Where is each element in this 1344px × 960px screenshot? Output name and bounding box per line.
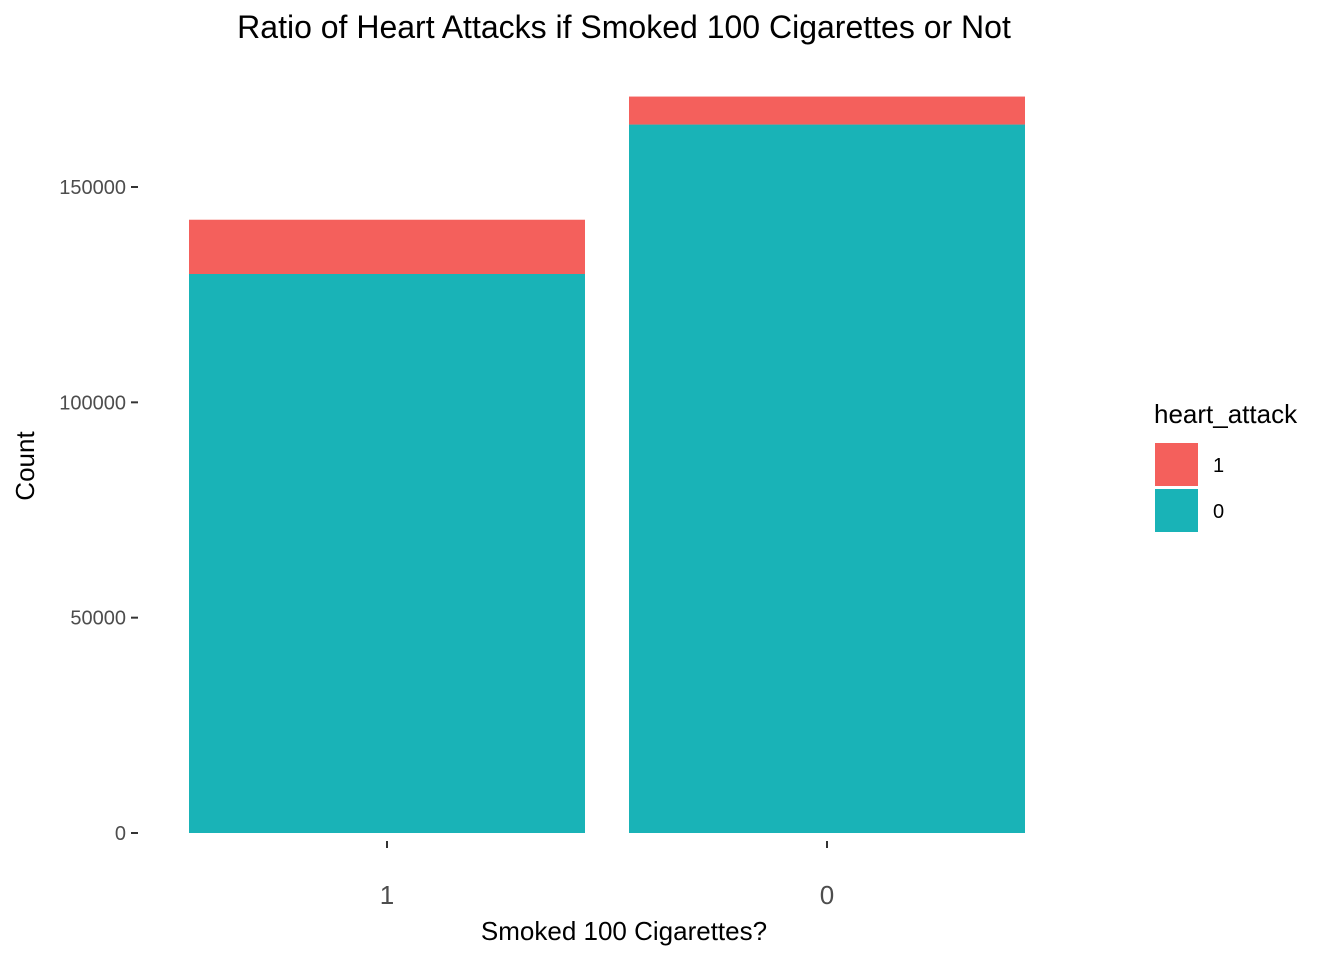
x-tick-label: 0 <box>820 880 834 910</box>
y-tick-label: 150000 <box>59 177 126 199</box>
legend-title: heart_attack <box>1154 399 1298 429</box>
chart-title: Ratio of Heart Attacks if Smoked 100 Cig… <box>237 9 1011 45</box>
y-axis-title: Count <box>10 431 40 501</box>
bar-0-heart-attack-0 <box>629 124 1025 833</box>
y-tick-label: 50000 <box>70 608 126 630</box>
y-axis: 0 50000 100000 150000 <box>59 177 138 845</box>
y-tick-label: 0 <box>115 823 126 845</box>
legend-key-1 <box>1155 443 1198 486</box>
legend-label-1: 1 <box>1213 455 1224 477</box>
bar-0-heart-attack-1 <box>629 96 1025 125</box>
x-axis-title: Smoked 100 Cigarettes? <box>481 916 767 946</box>
legend: heart_attack 1 0 <box>1154 399 1298 532</box>
y-tick-label: 100000 <box>59 392 126 414</box>
bar-1-heart-attack-0 <box>189 273 585 834</box>
bar-1-heart-attack-1 <box>189 219 585 274</box>
bars-group <box>189 96 1025 834</box>
x-tick-label: 1 <box>380 880 394 910</box>
legend-label-0: 0 <box>1213 501 1224 523</box>
legend-key-0 <box>1155 489 1198 532</box>
